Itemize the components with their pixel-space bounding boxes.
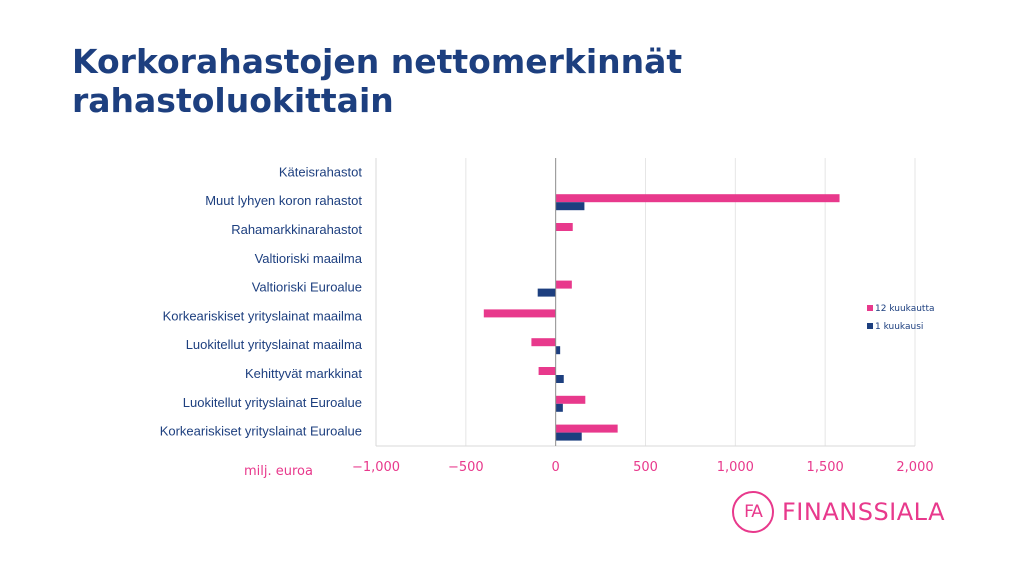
category-label: Muut lyhyen koron rahastot	[205, 193, 362, 208]
x-tick-label: 0	[552, 460, 560, 475]
x-tick-label: 1,000	[717, 460, 754, 475]
labels: −1,000 −500 0 500 1,000 1,500 2,000 Käteisrahas…	[160, 164, 934, 475]
finanssiala-logo: FA FINANSSIALA	[732, 488, 977, 536]
category-label: Luokitellut yrityslainat maailma	[186, 337, 363, 352]
bar-12-kuukautta-2	[555, 223, 573, 231]
bar-1-kuukausi-8	[555, 403, 563, 412]
category-label: Korkeariskiset yrityslainat Euroalue	[160, 424, 362, 439]
category-label: Valtioriski Euroalue	[252, 280, 362, 295]
legend: 12 kuukautta 1 kuukausi	[867, 304, 935, 332]
category-label: Korkeariskiset yrityslainat maailma	[163, 308, 363, 323]
bar-1-kuukausi-9	[555, 432, 582, 441]
x-tick-label: −500	[448, 460, 484, 475]
legend-label-1m: 1 kuukausi	[875, 322, 923, 332]
title-line-1: Korkorahastojen nettomerkinnät	[72, 42, 683, 81]
category-label: Kehittyvät markkinat	[245, 366, 362, 381]
bars	[483, 194, 840, 441]
category-label: Rahamarkkinarahastot	[231, 222, 362, 237]
bar-12-kuukautta-8	[555, 395, 586, 404]
bar-12-kuukautta-5	[483, 309, 556, 318]
category-label: Valtioriski maailma	[255, 251, 363, 266]
x-tick-label: −1,000	[352, 460, 400, 475]
bar-12-kuukautta-9	[555, 424, 618, 433]
x-tick-label: 1,500	[807, 460, 844, 475]
bar-1-kuukausi-6	[555, 346, 561, 355]
bar-12-kuukautta-4	[555, 280, 572, 289]
logo-mark: FA	[732, 491, 774, 533]
title-line-2: rahastoluokittain	[72, 81, 394, 120]
bar-12-kuukautta-7	[538, 367, 556, 375]
category-label: Käteisrahastot	[279, 164, 362, 179]
axes	[375, 158, 915, 447]
x-tick-label: 2,000	[896, 460, 933, 475]
bar-12-kuukautta-1	[555, 194, 840, 203]
bar-12-kuukautta-6	[531, 338, 556, 347]
legend-swatch-1m	[867, 323, 873, 329]
bar-1-kuukausi-7	[555, 375, 564, 383]
legend-label-12m: 12 kuukautta	[875, 304, 935, 314]
x-axis-unit-label: milj. euroa	[244, 464, 313, 479]
page-title: Korkorahastojen nettomerkinnät rahastolu…	[72, 42, 872, 120]
legend-swatch-12m	[867, 305, 873, 311]
logo-text: FINANSSIALA	[782, 498, 946, 526]
x-tick-label: 500	[633, 460, 658, 475]
bar-1-kuukausi-4	[537, 288, 556, 297]
bar-1-kuukausi-1	[555, 202, 585, 211]
category-label: Luokitellut yrityslainat Euroalue	[183, 395, 362, 410]
